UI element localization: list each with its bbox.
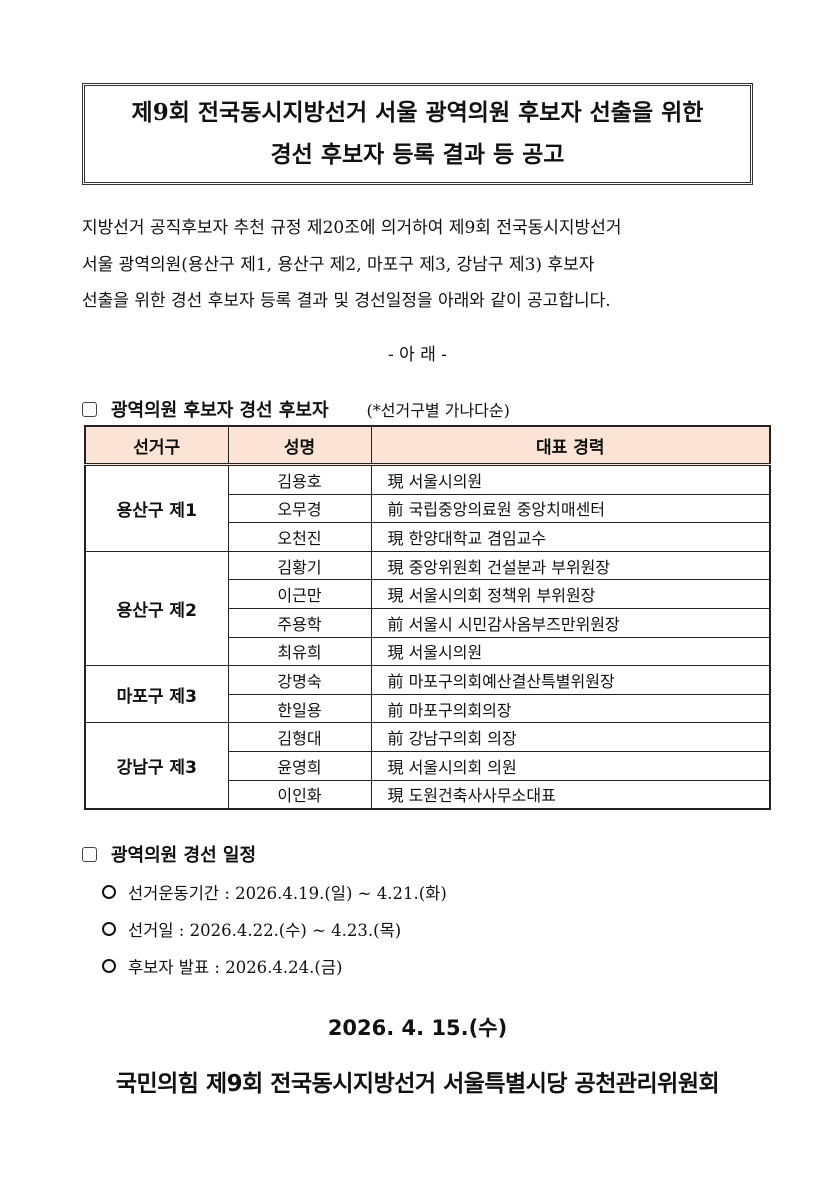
candidate-career: 現 한양대학교 겸임교수 [370, 522, 771, 552]
candidate-career: 前 마포구의회예산결산특별위원장 [370, 665, 771, 695]
table-row: 강남구 제3 김형대 前 강남구의회 의장 [84, 722, 771, 810]
notice-body: 지방선거 공직후보자 추천 규정 제20조에 의거하여 제9회 전국동시지방선거… [82, 210, 772, 320]
section-schedule-heading: 광역의원 경선 일정 [82, 841, 256, 867]
section-title: 광역의원 후보자 경선 후보자 [111, 400, 329, 421]
schedule-text: 선거일 : 2026.4.22.(수) ~ 4.23.(목) [128, 921, 402, 940]
table-row: 주용학 前 서울시 시민감사옴부즈만위원장 [85, 607, 771, 638]
candidate-name: 김황기 [227, 550, 372, 581]
candidate-name: 김형대 [227, 722, 372, 752]
body-line: 지방선거 공직후보자 추천 규정 제20조에 의거하여 제9회 전국동시지방선거 [82, 218, 622, 238]
table-row: 이인화 現 도원건축사사무소대표 [85, 779, 771, 810]
district-cell: 마포구 제3 [84, 665, 229, 724]
candidate-name: 이근만 [227, 579, 372, 609]
square-bullet-icon [82, 846, 97, 862]
schedule-item: 후보자 발표 : 2026.4.24.(금) [102, 954, 342, 978]
notice-date: 2026. 4. 15.(수) [327, 1016, 508, 1040]
notice-title-box: 제9회 전국동시지방선거 서울 광역의원 후보자 선출을 위한 경선 후보자 등… [82, 83, 753, 185]
arae-divider: - 아 래 - [388, 345, 447, 365]
table-row: 이근만 現 서울시의회 정책위 부위원장 [85, 579, 771, 609]
candidate-name: 한일용 [227, 693, 372, 724]
body-line: 선출을 위한 경선 후보자 등록 결과 및 경선일정을 아래와 같이 공고합니다… [82, 291, 611, 311]
table-row: 용산구 제1 김용호 現 서울시의원 [84, 464, 771, 552]
issuing-organization: 국민의힘 제9회 전국동시지방선거 서울특별시당 공천관리위원회 [115, 1071, 720, 1097]
table-row: 용산구 제2 김황기 現 중앙위원회 건설분과 부위원장 [84, 550, 771, 667]
district-cell: 용산구 제1 [84, 464, 229, 552]
schedule-item: 선거일 : 2026.4.22.(수) ~ 4.23.(목) [102, 917, 401, 941]
candidate-career: 現 서울시의회 정책위 부위원장 [370, 579, 771, 609]
candidate-name: 오무경 [227, 493, 372, 524]
table-row: 한일용 前 마포구의회의장 [85, 693, 771, 724]
header-career: 대표 경력 [370, 425, 771, 466]
district-cell: 강남구 제3 [84, 722, 229, 810]
candidate-name: 이인화 [227, 779, 372, 810]
candidate-career: 現 서울시의원 [370, 464, 771, 495]
table-row: 오무경 前 국립중앙의료원 중앙치매센터 [85, 493, 771, 524]
title-line-2: 경선 후보자 등록 결과 등 공고 [270, 141, 565, 168]
section-title: 광역의원 경선 일정 [111, 845, 257, 866]
candidate-name: 윤영희 [227, 750, 372, 781]
table-row: 최유희 現 서울시의원 [85, 636, 771, 667]
circle-bullet-icon [102, 959, 116, 973]
square-bullet-icon [82, 401, 97, 417]
header-name: 성명 [227, 425, 372, 466]
candidate-name: 오천진 [227, 522, 372, 552]
candidate-career: 現 서울시의회 의원 [370, 750, 771, 781]
candidate-career: 前 강남구의회 의장 [370, 722, 771, 752]
table-row: 윤영희 現 서울시의회 의원 [85, 750, 771, 781]
schedule-item: 선거운동기간 : 2026.4.19.(일) ~ 4.21.(화) [102, 880, 447, 904]
candidate-name: 최유희 [227, 636, 372, 667]
table-row: 오천진 現 한양대학교 겸임교수 [85, 522, 771, 552]
candidate-name: 강명숙 [227, 665, 372, 695]
candidate-name: 주용학 [227, 607, 372, 638]
table-row: 마포구 제3 강명숙 前 마포구의회예산결산특별위원장 [84, 665, 771, 724]
schedule-text: 후보자 발표 : 2026.4.24.(금) [128, 958, 343, 977]
candidate-career: 現 서울시의원 [370, 636, 771, 667]
schedule-text: 선거운동기간 : 2026.4.19.(일) ~ 4.21.(화) [128, 884, 447, 903]
table-header-row: 선거구 성명 대표 경력 [84, 425, 771, 466]
section-candidates-heading: 광역의원 후보자 경선 후보자 (*선거구별 가나다순) [82, 396, 510, 422]
candidate-career: 現 중앙위원회 건설분과 부위원장 [370, 550, 771, 581]
candidate-career: 現 도원건축사사무소대표 [370, 779, 771, 810]
candidate-career: 前 서울시 시민감사옴부즈만위원장 [370, 607, 771, 638]
body-line: 서울 광역의원(용산구 제1, 용산구 제2, 마포구 제3, 강남구 제3) … [82, 254, 595, 275]
candidate-career: 前 마포구의회의장 [370, 693, 771, 724]
district-cell: 용산구 제2 [84, 550, 229, 667]
candidate-career: 前 국립중앙의료원 중앙치매센터 [370, 493, 771, 524]
circle-bullet-icon [102, 885, 116, 899]
header-district: 선거구 [84, 425, 229, 466]
candidate-name: 김용호 [227, 464, 372, 495]
candidates-table: 선거구 성명 대표 경력 용산구 제1 김용호 現 서울시의원 오무경 前 국립중앙의료… [84, 425, 771, 811]
circle-bullet-icon [102, 922, 116, 936]
title-line-1: 제9회 전국동시지방선거 서울 광역의원 후보자 선출을 위한 [131, 99, 704, 126]
section-note: (*선거구별 가나다순) [366, 401, 510, 420]
